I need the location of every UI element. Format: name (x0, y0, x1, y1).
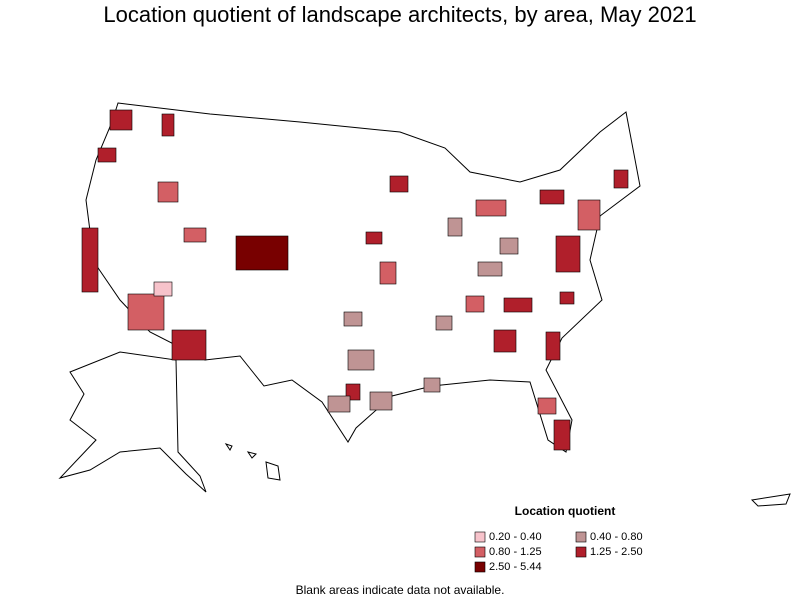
puerto-rico (750, 493, 791, 507)
legend-title: Location quotient (515, 504, 616, 518)
area (81, 227, 99, 293)
area (465, 295, 485, 313)
area (475, 199, 507, 217)
legend-label: 2.50 - 5.44 (489, 561, 542, 573)
area (559, 291, 575, 305)
area (577, 199, 601, 231)
area (153, 281, 173, 297)
legend-swatch (474, 561, 486, 573)
area (183, 227, 207, 243)
island (246, 451, 257, 459)
area (447, 217, 463, 237)
legend-label: 0.40 - 0.80 (590, 531, 643, 543)
areas (81, 109, 629, 451)
area (423, 377, 441, 393)
legend-swatch (575, 531, 587, 543)
island (265, 461, 281, 481)
legend: Location quotient 0.20 - 0.40 0.40 - 0.80… (474, 504, 643, 573)
area (555, 235, 581, 273)
map (58, 102, 791, 507)
lower-48 (85, 102, 641, 453)
legend-swatch (474, 531, 486, 543)
area (127, 293, 165, 331)
area (347, 349, 375, 371)
legend-label: 0.20 - 0.40 (489, 531, 542, 543)
area (435, 315, 453, 331)
area (235, 235, 289, 271)
area (553, 419, 571, 451)
area (545, 331, 561, 361)
map-title: Location quotient of landscape architect… (103, 2, 696, 27)
legend-label: 0.80 - 1.25 (489, 546, 542, 558)
footnote: Blank areas indicate data not available. (296, 583, 505, 597)
area (613, 169, 629, 189)
area (171, 329, 207, 361)
area (343, 311, 363, 327)
area (493, 329, 517, 353)
area (161, 113, 175, 137)
area (327, 395, 351, 413)
legend-label: 1.25 - 2.50 (590, 546, 643, 558)
area (389, 175, 409, 193)
island (224, 443, 233, 451)
area (537, 397, 557, 415)
area (157, 181, 179, 203)
area (97, 147, 117, 163)
area (369, 391, 393, 411)
area (477, 261, 503, 277)
hawaii (224, 443, 281, 481)
legend-swatch (575, 546, 587, 558)
area (365, 231, 383, 245)
area (499, 237, 519, 255)
area (109, 109, 133, 131)
alaska (58, 351, 207, 493)
area (503, 297, 533, 313)
area (539, 189, 565, 205)
area (379, 261, 397, 285)
legend-swatch (474, 546, 486, 558)
